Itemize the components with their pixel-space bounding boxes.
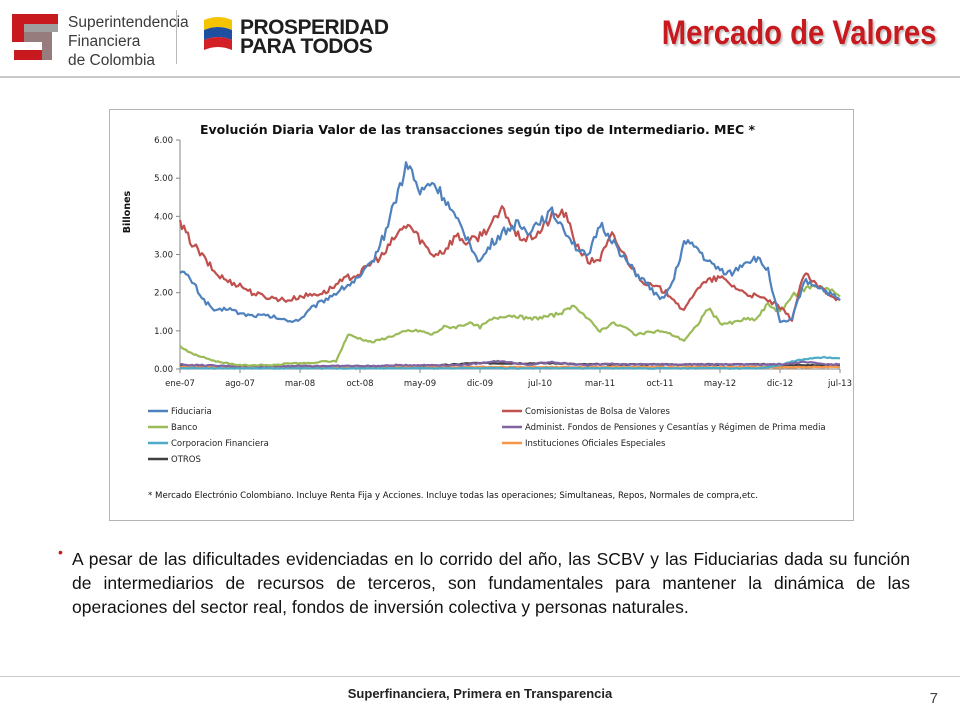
x-tick-label: dic-12 [767,379,793,389]
y-axis-label: Billones [122,190,133,233]
chart-series [178,161,841,370]
page-number: 7 [929,690,938,707]
bullet-paragraph: A pesar de las dificultades evidenciadas… [72,549,910,617]
legend-label: Administ. Fondos de Pensiones y Cesantía… [525,422,826,433]
y-tick-label: 1.00 [154,327,173,337]
logo-divider [176,10,177,64]
x-tick-label: may-12 [704,379,736,389]
superfinanciera-logo: Superintendencia Financiera de Colombia [8,10,189,69]
prosperidad-logo: PROSPERIDAD PARA TODOS [200,14,389,60]
legend-label: Comisionistas de Bolsa de Valores [525,407,670,417]
pros-logo-line-1: PROSPERIDAD [240,16,389,39]
x-tick-label: oct-08 [346,379,373,389]
y-tick-label: 0.00 [154,365,173,375]
sfc-logo-line-3: de Colombia [68,52,156,69]
chart-legend: Fiduciaria Comisionistas de Bolsa de Valo… [148,407,826,465]
x-tick-label: dic-09 [467,379,493,389]
y-tick-label: 3.00 [154,251,173,261]
series-line-3 [179,284,841,367]
series-line-1 [179,161,841,324]
pros-logo-line-2: PARA TODOS [240,35,373,58]
y-tick-label: 5.00 [154,174,173,184]
x-tick-label: oct-11 [646,379,673,389]
x-tick-label: jul-10 [527,379,552,389]
chart-frame: Evolución Diaria Valor de las transaccio… [109,109,854,521]
y-tick-label: 4.00 [154,212,173,222]
series-line-5 [179,355,841,370]
flag-emblem-icon [204,17,232,50]
legend-label: Corporacion Financiera [171,439,269,449]
x-tick-label: jul-13 [827,379,852,389]
series-line-2 [178,205,841,322]
bullet-icon: • [58,544,63,560]
header-divider [0,76,960,78]
x-tick-label: ago-07 [225,379,255,389]
legend-label: Banco [171,423,197,433]
x-tick-label: mar-08 [285,379,315,389]
sfc-emblem-icon [12,14,58,60]
sfc-logo-line-2: Financiera [68,33,141,50]
x-tick-label: ene-07 [165,379,195,389]
y-tick-label: 6.00 [154,136,173,146]
footer-slogan: Superfinanciera, Primera en Transparenci… [347,686,613,701]
x-tick-label: mar-11 [585,379,615,389]
footer-divider [0,676,960,677]
chart-footnote: * Mercado Electrónio Colombiano. Incluye… [148,490,758,501]
sfc-logo-line-1: Superintendencia [68,14,189,31]
legend-label: OTROS [171,455,201,465]
chart-title: Evolución Diaria Valor de las transaccio… [200,122,756,137]
x-tick-label: may-09 [404,379,436,389]
y-tick-label: 2.00 [154,289,173,299]
page-title: Mercado de Valores [661,14,936,52]
line-chart: Evolución Diaria Valor de las transaccio… [122,122,852,501]
series-line-4 [179,359,840,368]
legend-label: Instituciones Oficiales Especiales [525,439,666,449]
legend-label: Fiduciaria [171,407,212,417]
